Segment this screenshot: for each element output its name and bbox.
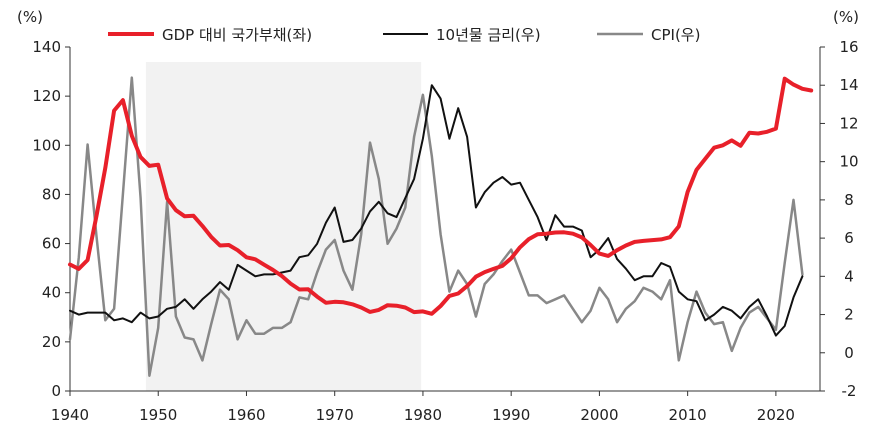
- left-tick-label: 100: [32, 136, 61, 154]
- tick-layer: 0 20 40 60 80 100 120 140 -2 0 2 4 6 8 10 12 14 16 1940 195…: [32, 38, 858, 424]
- right-tick-label: 4: [844, 267, 854, 285]
- shaded-region-layer: [145, 62, 422, 391]
- legend: GDP 대비 국가부채(좌) 10년물 금리(우) CPI(우): [108, 26, 700, 44]
- left-tick-label: 140: [32, 38, 61, 56]
- right-tick-label: 12: [839, 114, 858, 132]
- right-tick-label: -2: [842, 382, 857, 400]
- legend-item-yield-label: 10년물 금리(우): [436, 26, 541, 44]
- x-tick-label: 2000: [580, 406, 618, 424]
- right-tick-label: 2: [844, 306, 854, 324]
- right-tick-label: 6: [844, 229, 854, 247]
- x-tick-label: 1980: [404, 406, 442, 424]
- debt-to-gdp-line: [68, 76, 814, 316]
- left-tick-label: 0: [51, 382, 61, 400]
- right-tick-label: 10: [839, 153, 858, 171]
- x-tick-label: 1970: [316, 406, 354, 424]
- left-tick-label: 60: [42, 235, 61, 253]
- cpi-line: [68, 76, 804, 377]
- legend-item-cpi-label: CPI(우): [651, 26, 700, 44]
- right-axis-unit: (%): [833, 8, 859, 26]
- right-tick-label: 16: [839, 38, 858, 56]
- x-tick-label: 2010: [669, 406, 707, 424]
- axes: (%) (%): [17, 8, 859, 392]
- x-tick-label: 2020: [757, 406, 795, 424]
- x-tick-label: 1990: [492, 406, 530, 424]
- left-tick-label: 80: [42, 185, 61, 203]
- right-tick-label: 14: [839, 76, 858, 94]
- shaded-region: [145, 62, 422, 391]
- ten-year-yield-line: [69, 84, 804, 337]
- left-axis-unit: (%): [17, 8, 43, 26]
- x-tick-label: 1960: [227, 406, 265, 424]
- left-tick-label: 120: [32, 87, 61, 105]
- x-tick-label: 1940: [51, 406, 89, 424]
- series-layer: [68, 76, 814, 377]
- legend-item-debt-label: GDP 대비 국가부채(좌): [162, 26, 312, 44]
- right-tick-label: 0: [844, 344, 854, 362]
- x-tick-label: 1950: [139, 406, 177, 424]
- right-tick-label: 8: [844, 191, 854, 209]
- left-tick-label: 40: [42, 284, 61, 302]
- left-tick-label: 20: [42, 333, 61, 351]
